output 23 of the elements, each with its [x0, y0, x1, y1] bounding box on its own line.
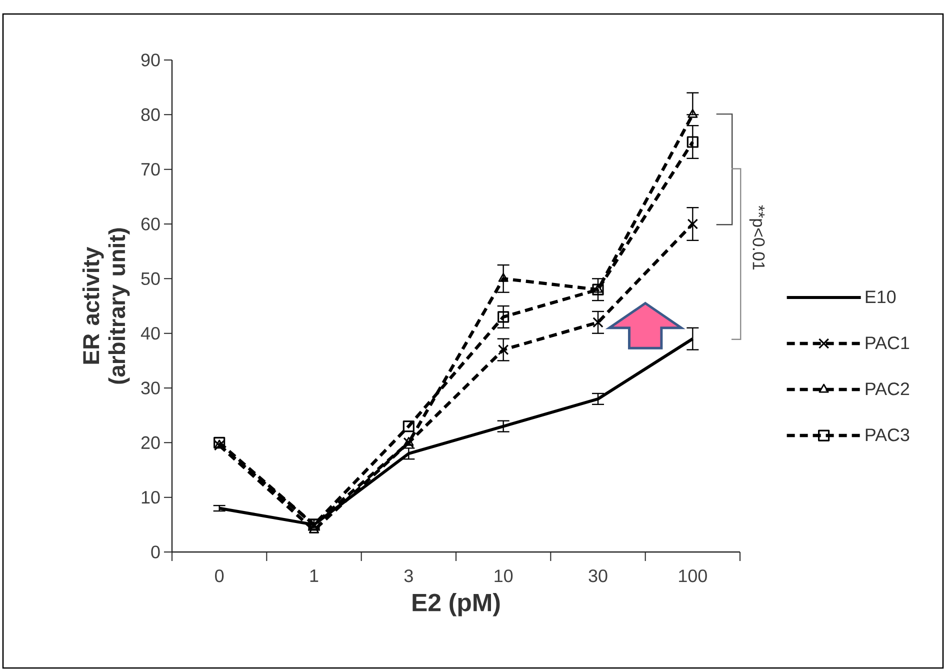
legend-label: PAC3: [866, 428, 910, 442]
y-tick-label: 60: [141, 218, 160, 230]
y-tick-label: 80: [141, 108, 160, 122]
x-tick-label: 100: [679, 570, 707, 582]
y-axis-title: ER activity (arbitrary unit): [82, 228, 130, 384]
x-tick-label: 10: [494, 570, 513, 582]
y-tick-label: 10: [142, 490, 160, 504]
legend-label: E10: [866, 290, 896, 304]
x-tick-label: 0: [215, 570, 224, 582]
y-tick-label: 30: [141, 382, 160, 394]
y-tick-label: 50: [141, 272, 160, 286]
y-tick-label: 0: [151, 546, 160, 558]
x-tick-label: 30: [588, 570, 608, 582]
x-tick-label: 3: [404, 570, 413, 582]
legend-label: PAC2: [866, 382, 910, 396]
y-tick-label: 40: [140, 326, 160, 340]
text: **p<0.01: [749, 205, 765, 270]
x-axis-title: E2 (pM): [412, 593, 500, 616]
legend-label: PAC1: [866, 336, 910, 350]
x-tick-label: 1: [310, 570, 318, 582]
y-tick-label: 20: [141, 436, 160, 450]
y-tick-label: 90: [141, 54, 160, 66]
y-tick-label: 70: [141, 162, 160, 176]
